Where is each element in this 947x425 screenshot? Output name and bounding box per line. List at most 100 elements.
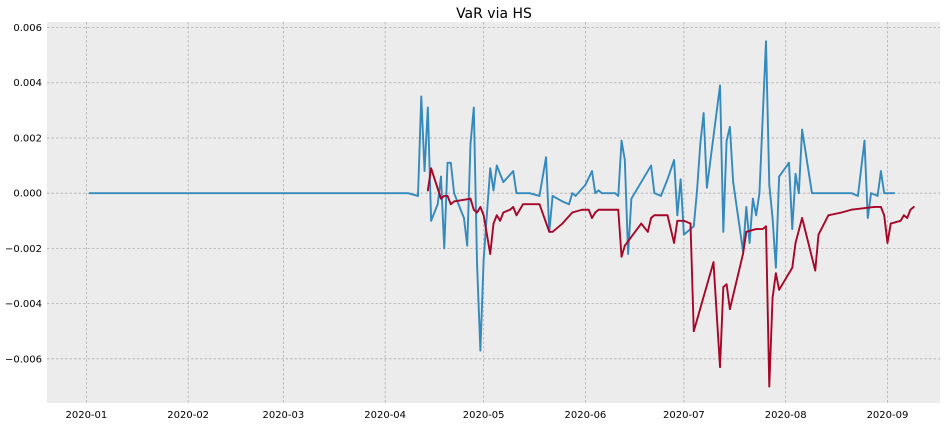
data-point — [761, 228, 764, 230]
data-point — [673, 159, 675, 161]
data-point — [728, 126, 731, 128]
data-point — [794, 172, 797, 175]
data-point — [794, 241, 797, 244]
x-tick-label: 2020-06 — [565, 410, 607, 421]
data-point — [430, 167, 433, 170]
data-point — [889, 222, 892, 225]
data-point — [600, 192, 603, 195]
data-point — [880, 170, 882, 172]
data-point — [742, 253, 744, 255]
axes: 2020-01 2020-02 2020-03 2020-04 2020-05 2020-… — [5, 23, 908, 421]
data-point — [502, 211, 505, 214]
data-point — [407, 192, 410, 195]
data-point — [650, 217, 652, 219]
data-point — [495, 214, 498, 217]
data-point — [653, 192, 656, 195]
data-point — [906, 217, 909, 219]
data-point — [476, 264, 478, 266]
data-point — [768, 385, 771, 388]
y-tick-label: −0.002 — [5, 244, 42, 255]
data-point — [771, 297, 774, 299]
data-point — [617, 195, 620, 197]
data-point — [880, 206, 882, 208]
data-point — [571, 211, 574, 214]
data-point — [692, 225, 695, 228]
data-point — [502, 181, 505, 184]
data-point — [719, 366, 721, 369]
data-point — [446, 161, 449, 164]
data-point — [650, 164, 652, 167]
x-tick-label: 2020-05 — [463, 410, 505, 421]
data-point — [699, 142, 702, 145]
data-point — [801, 217, 804, 219]
data-point — [765, 225, 767, 228]
data-point — [489, 167, 492, 170]
x-tick-label: 2020-03 — [262, 410, 304, 421]
data-point — [571, 192, 574, 195]
data-point — [646, 230, 649, 233]
data-point — [591, 170, 593, 172]
data-point — [866, 217, 869, 219]
data-point — [765, 40, 767, 43]
data-point — [614, 192, 616, 195]
x-tick-label: 2020-02 — [167, 410, 209, 421]
data-point — [725, 139, 728, 142]
data-point — [469, 142, 472, 145]
data-point — [426, 106, 429, 109]
data-point — [489, 253, 492, 255]
data-point — [666, 214, 669, 217]
data-point — [774, 272, 777, 275]
data-point — [696, 189, 698, 192]
data-point — [538, 195, 541, 197]
data-point — [463, 217, 465, 219]
data-point — [443, 195, 446, 197]
chart-title: VaR via HS — [456, 6, 532, 22]
data-point — [883, 214, 886, 217]
data-point — [584, 183, 587, 186]
data-point — [870, 192, 872, 195]
data-point — [778, 288, 781, 291]
data-point — [676, 214, 679, 217]
data-point — [479, 206, 482, 208]
data-point — [722, 230, 725, 233]
data-point — [732, 181, 735, 184]
data-point — [476, 211, 478, 214]
data-point — [515, 214, 518, 217]
data-point — [627, 253, 630, 255]
data-point — [453, 200, 455, 203]
data-point — [748, 241, 751, 244]
data-point — [597, 189, 600, 192]
data-point — [791, 228, 794, 230]
data-point — [712, 261, 715, 264]
data-point — [893, 192, 895, 195]
data-point — [768, 183, 771, 186]
data-point — [774, 266, 777, 269]
data-point — [561, 222, 564, 225]
data-point — [492, 189, 495, 192]
data-point — [551, 195, 554, 197]
data-point — [561, 200, 564, 203]
data-point — [587, 208, 590, 211]
data-point — [522, 203, 524, 206]
data-point — [436, 203, 439, 206]
y-tick-label: 0.004 — [13, 78, 42, 89]
data-point — [722, 286, 725, 288]
data-point — [482, 214, 485, 217]
data-point — [551, 230, 554, 233]
data-point — [440, 175, 442, 178]
data-point — [538, 203, 541, 206]
data-point — [788, 161, 790, 164]
data-point — [440, 197, 442, 200]
data-point — [660, 214, 662, 217]
data-point — [581, 208, 584, 211]
data-point — [873, 206, 876, 208]
x-tick-label: 2020-04 — [364, 410, 406, 421]
y-tick-label: 0.006 — [13, 23, 42, 34]
data-point — [725, 283, 728, 286]
data-point — [902, 214, 905, 217]
data-point — [420, 95, 423, 98]
data-point — [640, 222, 643, 225]
data-point — [745, 206, 748, 208]
data-point — [676, 219, 679, 222]
data-point — [449, 203, 452, 206]
